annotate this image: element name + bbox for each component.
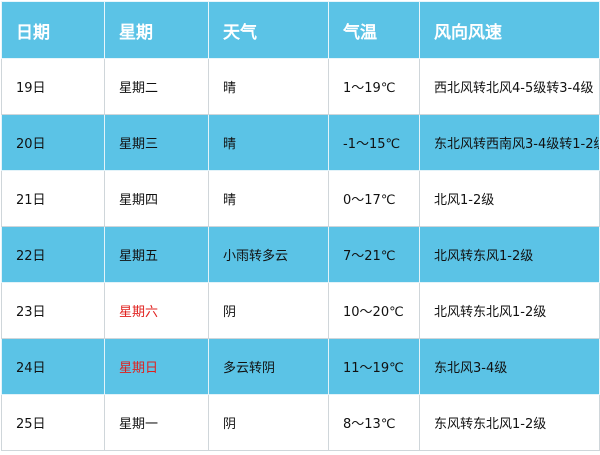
table-row: 20日 星期三晴 -1～15℃ 东北风转西南风3-4级转1-2级 — [1, 114, 600, 171]
table-cell: 20日 — [1, 114, 105, 171]
table-cell: 星期二 — [104, 58, 209, 115]
table-cell: 西北风转北风4-5级转3-4级 — [419, 58, 600, 115]
table-cell: 小雨转多云 — [208, 226, 329, 283]
table-row: 19日 星期二晴 1～19℃ 西北风转北风4-5级转3-4级 — [1, 58, 600, 115]
table-cell: 7～21℃ — [328, 226, 420, 283]
table-cell: 东北风转西南风3-4级转1-2级 — [419, 114, 600, 171]
table-row: 21日 星期四晴 0～17℃ 北风1-2级 — [1, 170, 600, 227]
header-cell: 天气 — [208, 1, 329, 59]
header-cell: 气温 — [328, 1, 420, 59]
table-cell: 22日 — [1, 226, 105, 283]
table-cell: 1～19℃ — [328, 58, 420, 115]
table-cell: 19日 — [1, 58, 105, 115]
table-cell: 0～17℃ — [328, 170, 420, 227]
table-cell: 多云转阴 — [208, 338, 329, 395]
table-cell: 阴 — [208, 282, 329, 339]
table-row: 23日 星期六阴 10～20℃ 北风转东北风1-2级 — [1, 282, 600, 339]
table-cell: 8～13℃ — [328, 394, 420, 451]
table-cell: 晴 — [208, 170, 329, 227]
table-cell: 23日 — [1, 282, 105, 339]
table-row: 24日 星期日 多云转阴 11～19℃ 东北风3-4级 — [1, 338, 600, 395]
table-cell: 星期三 — [104, 114, 209, 171]
table-cell: 北风转东北风1-2级 — [419, 282, 600, 339]
table-cell: 晴 — [208, 114, 329, 171]
table-body: 19日 星期二晴 1～19℃ 西北风转北风4-5级转3-4级 20日 星期三晴 -1～15℃… — [1, 58, 600, 451]
table-cell: 星期六 — [104, 282, 209, 339]
table-cell: 阴 — [208, 394, 329, 451]
table-cell: 10～20℃ — [328, 282, 420, 339]
table-cell: 星期五 — [104, 226, 209, 283]
header-cell: 日期 — [1, 1, 105, 59]
table-cell: 21日 — [1, 170, 105, 227]
table-cell: 星期日 — [104, 338, 209, 395]
table-cell: 晴 — [208, 58, 329, 115]
table-cell: -1～15℃ — [328, 114, 420, 171]
header-cell: 星期 — [104, 1, 209, 59]
table-row: 22日 星期五 小雨转多云 7～21℃ 北风转东风1-2级 — [1, 226, 600, 283]
table-cell: 星期一 — [104, 394, 209, 451]
table-cell: 11～19℃ — [328, 338, 420, 395]
header-cell: 风向风速 — [419, 1, 600, 59]
table-cell: 东风转东北风1-2级 — [419, 394, 600, 451]
table-row: 25日 星期一阴 8～13℃ 东风转东北风1-2级 — [1, 394, 600, 451]
table-cell: 星期四 — [104, 170, 209, 227]
header-row: 日期 星期 天气 气温 风向风速 — [1, 1, 600, 59]
table-cell: 北风1-2级 — [419, 170, 600, 227]
table-cell: 25日 — [1, 394, 105, 451]
table-cell: 北风转东风1-2级 — [419, 226, 600, 283]
table-cell: 24日 — [1, 338, 105, 395]
table-cell: 东北风3-4级 — [419, 338, 600, 395]
